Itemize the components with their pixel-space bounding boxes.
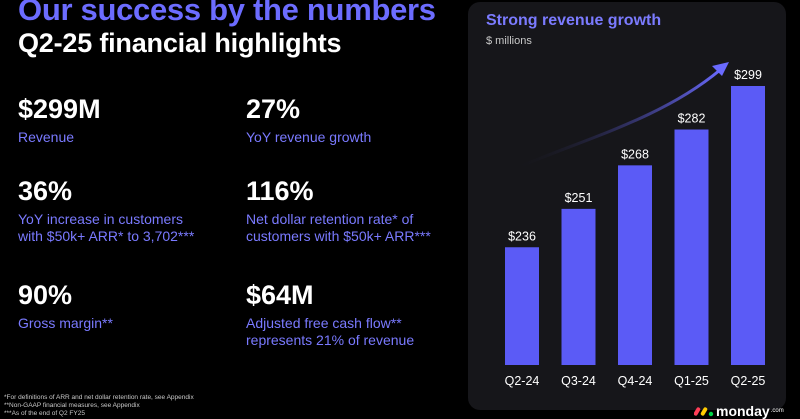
metric-value: 116% [246,176,314,206]
x-tick-label: Q3-24 [561,374,596,388]
metric-label: Net dollar retention rate* of customers … [246,211,431,244]
growth-arrow-head [712,62,729,76]
monday-logo-icon [694,407,714,417]
bar-value-label: $299 [734,68,762,82]
x-tick-label: Q4-24 [618,374,653,388]
metric-label: Adjusted free cash flow** represents 21%… [246,315,415,348]
footnote: *For definitions of ARR and net dollar r… [4,394,194,401]
bar-value-label: $236 [508,229,536,243]
footnotes: *For definitions of ARR and net dollar r… [4,394,194,418]
bar-value-label: $251 [565,191,593,205]
footnote: ***As of the end of Q2 FY25 [4,410,85,417]
x-tick-label: Q2-24 [505,374,540,388]
bar-Q4-24 [618,165,652,365]
chart-unit-label: $ millions [486,35,532,47]
footnote: **Non-GAAP financial measures, see Appen… [4,402,140,409]
metric-gross-margin: 90% Gross margin** [18,280,113,332]
metric-label: YoY increase in customers with $50k+ ARR… [18,211,195,244]
bar-Q2-24 [505,247,539,365]
metric-label: Revenue [18,129,75,145]
bar-Q1-25 [674,129,709,365]
page-title: Our success by the numbers [18,0,436,27]
bar-value-label: $268 [621,147,649,161]
logo-suffix: .com [770,408,784,414]
page-subtitle: Q2-25 financial highlights [18,28,342,58]
x-tick-label: Q2-25 [731,374,766,388]
metric-net-dollar-retention: 116% Net dollar retention rate* of custo… [246,176,431,245]
bar-value-label: $282 [678,112,706,126]
growth-arrow-line [511,68,721,172]
company-logo: monday .com [694,404,784,418]
metric-value: $64M [246,280,314,310]
logo-mark-green [708,411,714,417]
logo-mark-yellow [700,407,708,416]
metric-label: YoY revenue growth [246,129,372,145]
bar-Q3-24 [561,208,596,365]
logo-text: monday [716,403,770,419]
metric-value: 36% [18,176,73,206]
metric-revenue-growth: 27% YoY revenue growth [246,94,371,146]
metric-value: $299M [18,94,101,124]
x-tick-label: Q1-25 [674,374,709,388]
metric-free-cash-flow: $64M Adjusted free cash flow** represent… [246,280,414,349]
metric-customer-increase: 36% YoY increase in customers with $50k+… [18,176,194,245]
metric-value: 27% [246,94,301,124]
logo-mark-red [694,407,701,416]
metric-label: Gross margin** [18,315,113,331]
metric-value: 90% [18,280,73,310]
bar-Q2-25 [731,86,765,365]
chart-title: Strong revenue growth [486,12,662,29]
metric-revenue: $299M Revenue [18,94,101,146]
